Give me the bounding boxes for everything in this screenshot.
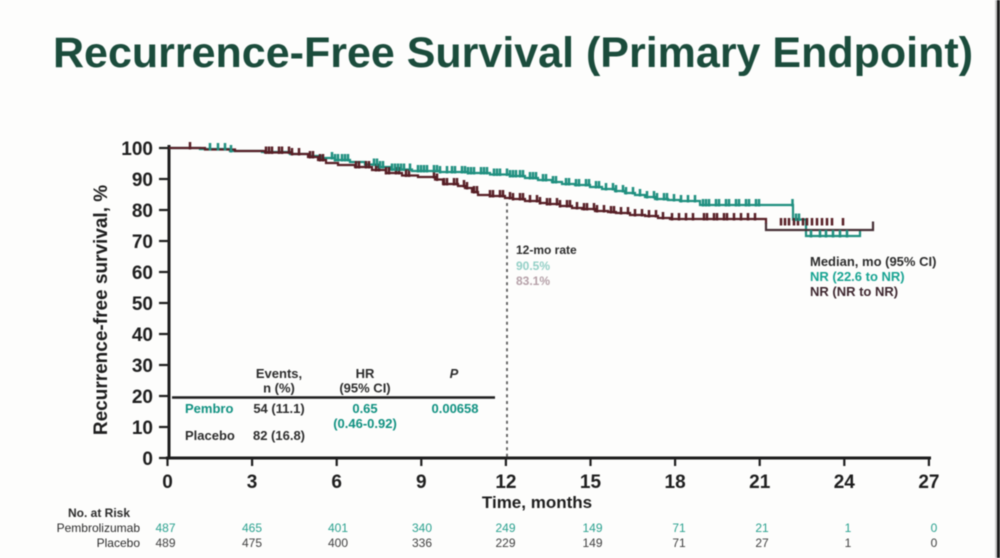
svg-text:Placebo: Placebo — [185, 428, 235, 443]
svg-text:60: 60 — [132, 263, 153, 284]
svg-text:12: 12 — [495, 472, 516, 493]
svg-text:24: 24 — [834, 472, 856, 493]
svg-text:Events,: Events, — [256, 366, 302, 381]
svg-text:340: 340 — [412, 521, 432, 535]
svg-text:Pembrolizumab: Pembrolizumab — [57, 521, 141, 535]
svg-text:21: 21 — [755, 521, 769, 535]
svg-text:70: 70 — [132, 232, 153, 253]
svg-text:83.1%: 83.1% — [516, 274, 550, 288]
svg-text:489: 489 — [155, 536, 175, 550]
svg-text:90: 90 — [132, 170, 153, 191]
svg-text:487: 487 — [155, 521, 175, 535]
svg-text:0: 0 — [162, 472, 173, 493]
svg-text:18: 18 — [665, 472, 686, 493]
svg-text:21: 21 — [749, 472, 771, 493]
svg-text:3: 3 — [247, 472, 258, 493]
svg-text:Placebo: Placebo — [97, 536, 141, 550]
svg-text:27: 27 — [755, 536, 769, 550]
svg-text:12-mo rate: 12-mo rate — [516, 243, 577, 257]
svg-text:20: 20 — [132, 387, 153, 408]
svg-text:n (%): n (%) — [263, 381, 295, 396]
svg-text:249: 249 — [495, 521, 515, 535]
svg-text:40: 40 — [132, 325, 153, 346]
svg-text:Time, months: Time, months — [482, 493, 592, 512]
svg-text:149: 149 — [582, 536, 602, 550]
svg-text:71: 71 — [672, 521, 686, 535]
svg-text:0: 0 — [931, 521, 938, 535]
svg-text:54 (11.1): 54 (11.1) — [253, 401, 304, 416]
svg-text:Recurrence-free survival, %: Recurrence-free survival, % — [91, 185, 112, 435]
svg-text:465: 465 — [242, 521, 262, 535]
svg-text:475: 475 — [242, 536, 262, 550]
svg-text:HR: HR — [356, 366, 375, 381]
svg-text:1: 1 — [845, 521, 852, 535]
svg-text:(95% CI): (95% CI) — [339, 381, 390, 396]
svg-text:Pembro: Pembro — [185, 401, 233, 416]
svg-text:15: 15 — [580, 472, 602, 493]
svg-text:1: 1 — [845, 536, 852, 550]
svg-text:0.65: 0.65 — [352, 401, 377, 416]
svg-text:401: 401 — [328, 521, 348, 535]
svg-text:NR (22.6 to NR): NR (22.6 to NR) — [810, 269, 905, 284]
svg-text:50: 50 — [132, 294, 153, 315]
svg-text:No. at Risk: No. at Risk — [68, 506, 130, 520]
svg-text:NR (NR to NR): NR (NR to NR) — [810, 284, 898, 299]
svg-text:336: 336 — [412, 536, 432, 550]
svg-text:(0.46-0.92): (0.46-0.92) — [333, 416, 397, 431]
svg-text:P: P — [450, 366, 459, 381]
svg-text:Median, mo (95% CI): Median, mo (95% CI) — [810, 254, 936, 269]
svg-text:0: 0 — [142, 449, 153, 470]
svg-text:229: 229 — [495, 536, 515, 550]
svg-text:9: 9 — [416, 472, 427, 493]
svg-text:400: 400 — [328, 536, 348, 550]
svg-text:100: 100 — [121, 139, 153, 160]
svg-text:82 (16.8): 82 (16.8) — [253, 428, 305, 443]
svg-text:90.5%: 90.5% — [516, 259, 550, 273]
svg-text:10: 10 — [132, 418, 153, 439]
svg-text:30: 30 — [132, 356, 153, 377]
svg-text:149: 149 — [582, 521, 602, 535]
svg-text:27: 27 — [918, 472, 939, 493]
svg-text:71: 71 — [672, 536, 686, 550]
svg-text:0.00658: 0.00658 — [432, 401, 479, 416]
svg-text:6: 6 — [331, 472, 342, 493]
svg-text:80: 80 — [132, 201, 153, 222]
svg-text:0: 0 — [931, 536, 938, 550]
